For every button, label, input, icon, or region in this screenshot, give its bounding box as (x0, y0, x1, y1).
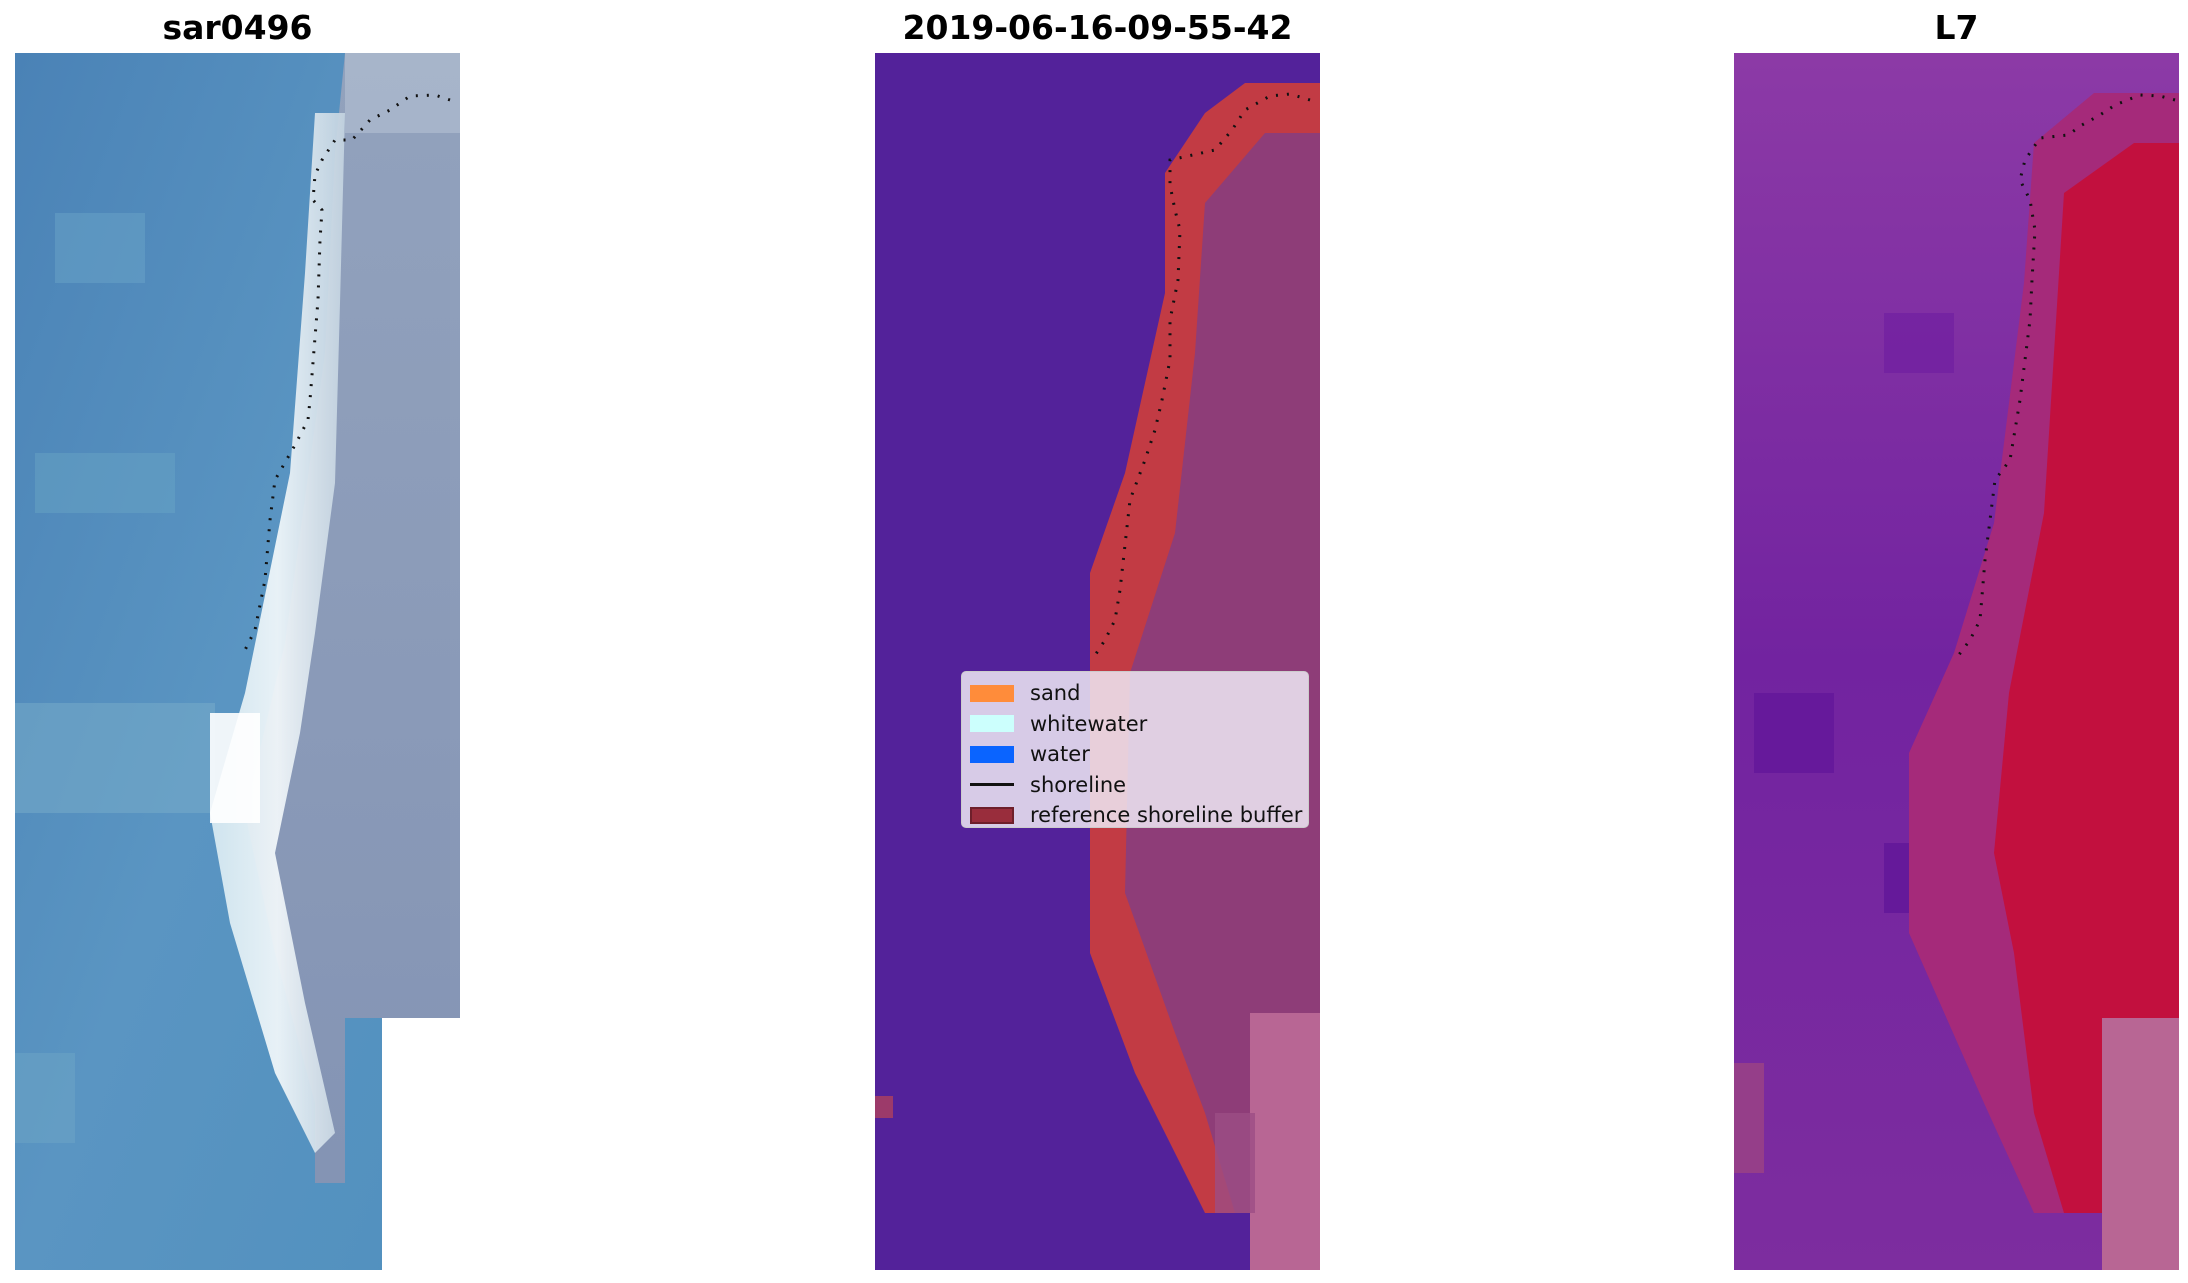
mndwi-image-panel (1734, 53, 2179, 1270)
legend-item-whitewater: whitewater (970, 709, 1300, 740)
classified-panel-title: 2019-06-16-09-55-42 (902, 8, 1293, 47)
mndwi-image (1734, 53, 2179, 1270)
rgb-image-panel (15, 53, 460, 1270)
classified-image-panel (875, 53, 1320, 1270)
legend-label-reference-buffer: reference shoreline buffer (1030, 803, 1303, 828)
legend-swatch-reference-buffer (970, 806, 1014, 824)
legend-line-shoreline (970, 783, 1014, 787)
legend-item-sand: sand (970, 678, 1300, 709)
rgb-image (15, 53, 460, 1270)
legend-swatch-whitewater (970, 715, 1014, 733)
legend-label-water: water (1030, 742, 1090, 767)
rgb-panel-title: sar0496 (162, 8, 313, 47)
legend-label-whitewater: whitewater (1030, 711, 1148, 736)
legend-swatch-water (970, 745, 1014, 763)
legend-label-sand: sand (1030, 681, 1081, 706)
legend-label-shoreline: shoreline (1030, 772, 1127, 797)
classified-image (875, 53, 1320, 1270)
mndwi-panel-title: L7 (1934, 8, 1979, 47)
legend-swatch-sand (970, 684, 1014, 702)
legend-item-shoreline: shoreline (970, 770, 1300, 801)
legend-item-water: water (970, 739, 1300, 770)
legend-item-reference-buffer: reference shoreline buffer (970, 800, 1303, 831)
legend: sand whitewater water shoreline referenc… (961, 671, 1309, 828)
